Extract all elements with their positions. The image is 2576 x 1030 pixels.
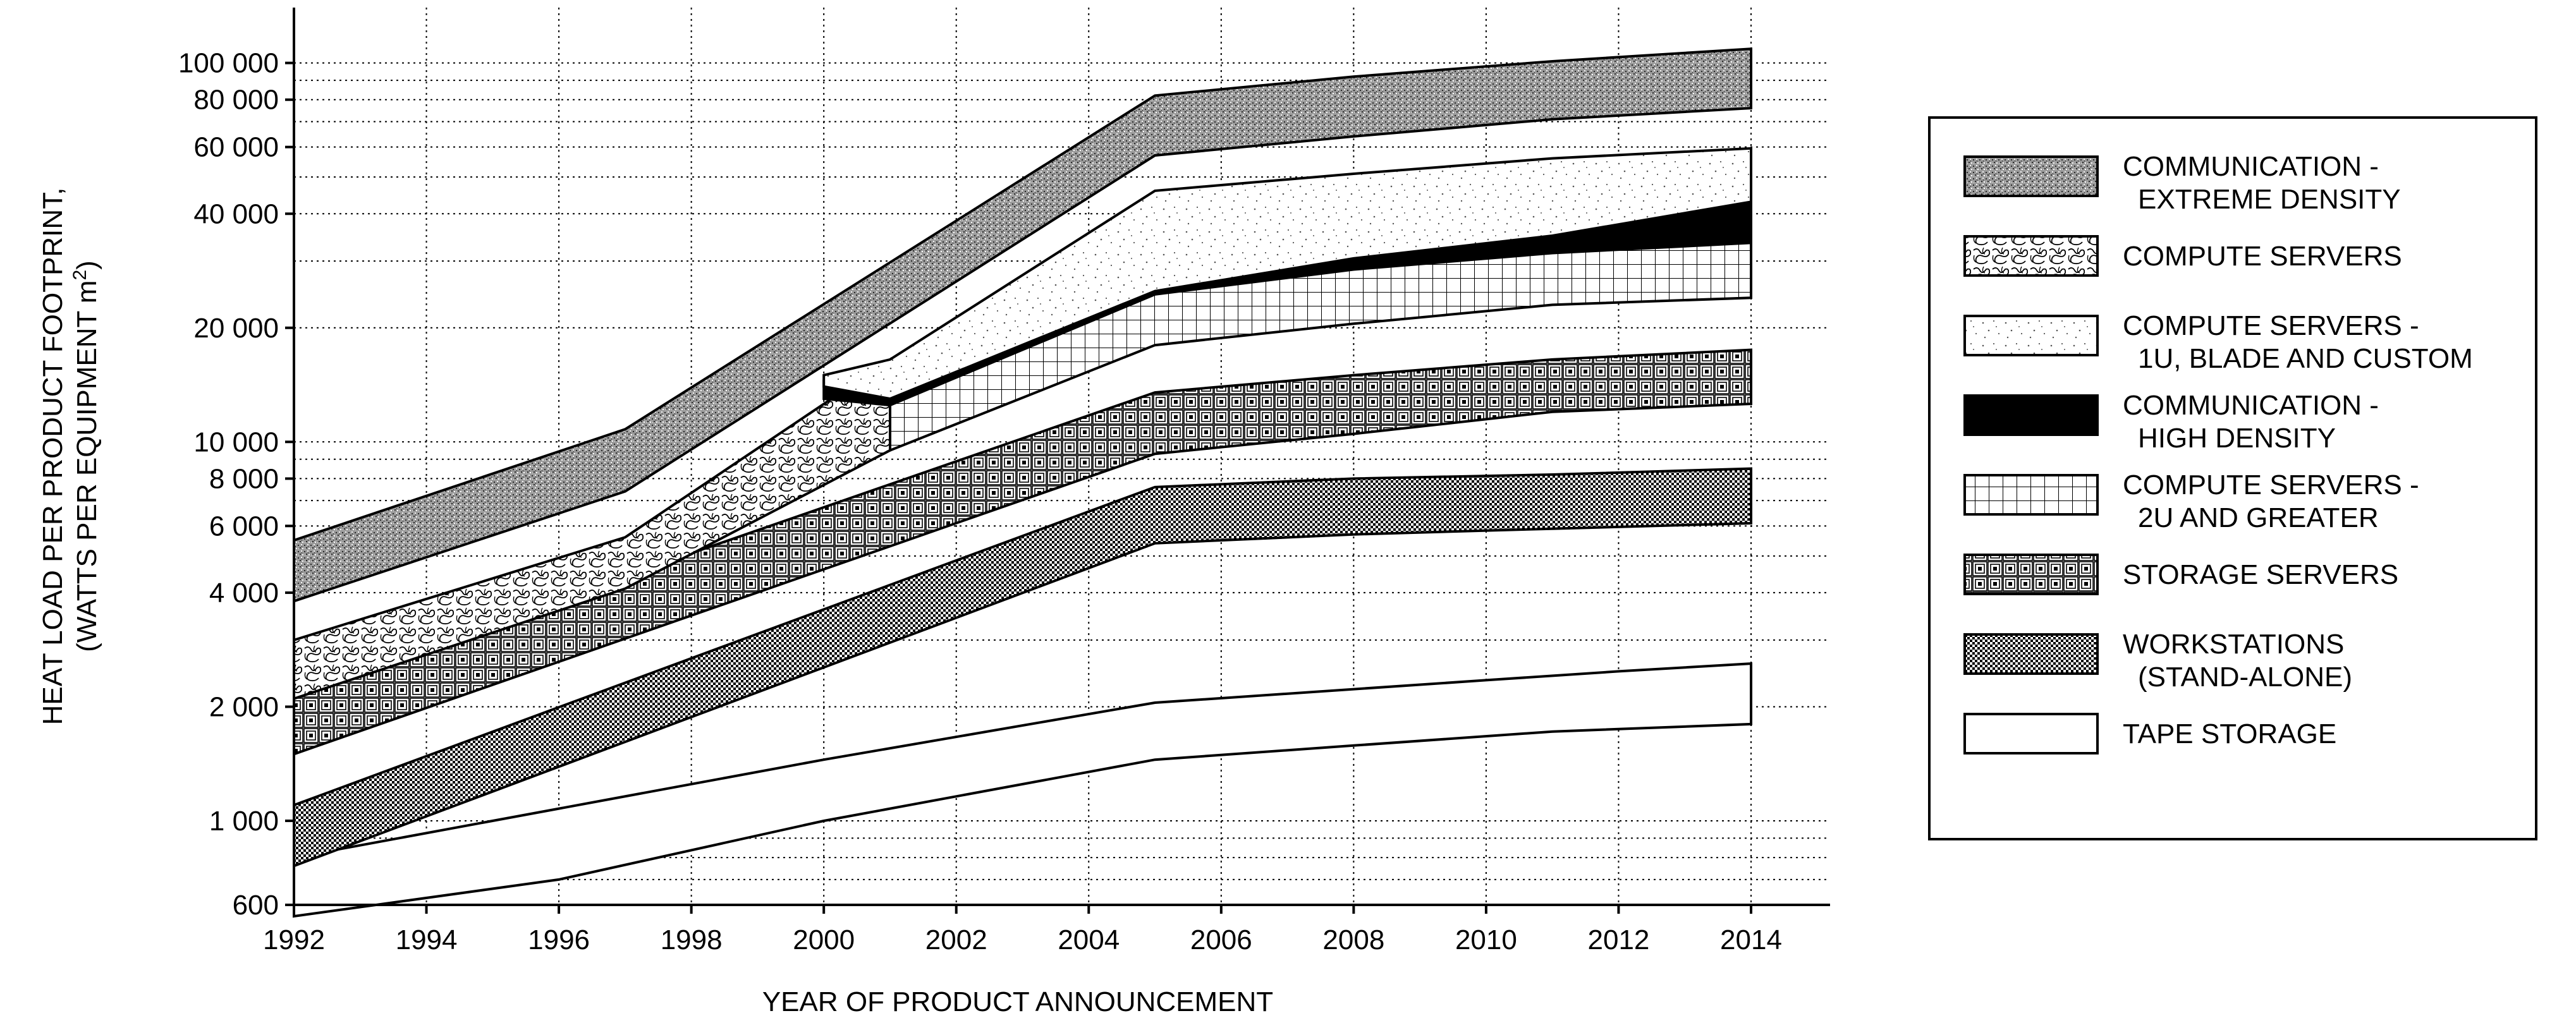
x-tick-label: 2010: [1455, 924, 1517, 955]
x-tick-label: 2000: [793, 924, 855, 955]
legend-swatch: [1963, 315, 2099, 356]
x-axis-label: YEAR OF PRODUCT ANNOUNCEMENT: [762, 986, 1273, 1017]
y-tick-label: 80 000: [193, 85, 279, 116]
series-band-8: [293, 47, 1752, 603]
x-tick-label: 1992: [263, 924, 325, 955]
y-tick-label: 10 000: [193, 427, 279, 457]
legend-swatch: [1963, 633, 2099, 675]
x-tick-label: 1994: [396, 924, 458, 955]
y-tick-label: 40 000: [193, 198, 279, 229]
legend-label: COMMUNICATION -HIGH DENSITY: [2123, 390, 2379, 454]
y-tick-label: 8 000: [209, 463, 279, 494]
x-tick-label: 2002: [925, 924, 987, 955]
y-tick-label: 4 000: [209, 578, 279, 609]
legend-swatch: [1963, 155, 2099, 197]
legend-label: STORAGE SERVERS: [2123, 559, 2398, 590]
legend-label: COMPUTE SERVERS: [2123, 241, 2402, 272]
y-tick-label: 600: [233, 890, 279, 921]
x-tick-label: 2012: [1588, 924, 1650, 955]
y-tick-label: 100 000: [178, 48, 279, 79]
legend-swatch: [1963, 235, 2099, 277]
series-band-1: [293, 662, 1752, 918]
y-axis-label-line2: (WATTS PER EQUIPMENT m2): [70, 260, 102, 652]
x-tick-label: 2008: [1322, 924, 1384, 955]
y-tick-label: 1 000: [209, 806, 279, 837]
series-band-7: [822, 147, 1752, 401]
legend-swatch: [1963, 713, 2099, 754]
legend-label: TAPE STORAGE: [2123, 718, 2336, 749]
legend-swatch: [1963, 554, 2099, 595]
y-tick-label: 20 000: [193, 313, 279, 344]
y-tick-label: 60 000: [193, 132, 279, 163]
legend-label: COMMUNICATION -EXTREME DENSITY: [2123, 151, 2401, 215]
x-tick-label: 2004: [1058, 924, 1120, 955]
axes-layer: 1992 1994 1996 1998 2000 2002 2004 2006 2008 2010…: [37, 8, 1830, 1017]
series-layer: [293, 47, 1752, 918]
legend-label: WORKSTATIONS (STAND-ALONE): [2123, 629, 2352, 693]
x-tick-label: 2014: [1720, 924, 1782, 955]
y-tick-label: 6 000: [209, 511, 279, 542]
x-tick-label: 2006: [1190, 924, 1252, 955]
x-tick-label: 1998: [661, 924, 723, 955]
legend-swatch: [1963, 474, 2099, 516]
series-band-3: [293, 348, 1752, 756]
series-band-2: [293, 467, 1752, 868]
x-tick-label: 1996: [528, 924, 590, 955]
legend-label: COMPUTE SERVERS -1U, BLADE AND CUSTOM: [2123, 310, 2473, 374]
legend-swatch: [1963, 394, 2099, 436]
y-axis-label-line1: HEAT LOAD PER PRODUCT FOOTPRINT,: [37, 188, 68, 725]
legend: COMMUNICATION -EXTREME DENSITY COMPUTE SE…: [1928, 116, 2537, 840]
y-tick-label: 2 000: [209, 691, 279, 722]
legend-label: COMPUTE SERVERS -2U AND GREATER: [2123, 470, 2419, 533]
